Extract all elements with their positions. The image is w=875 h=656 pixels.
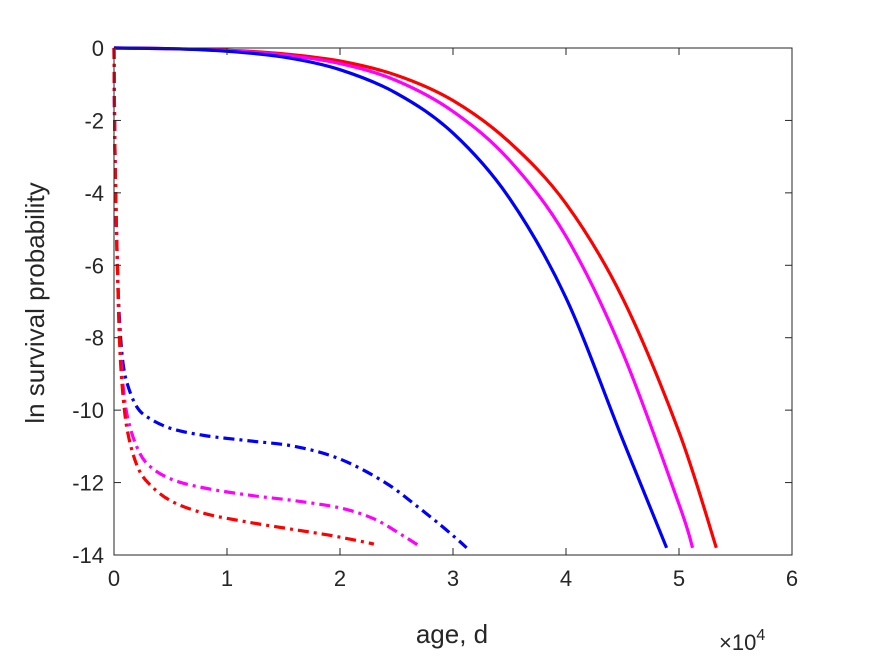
x-tick-label: 4 <box>560 566 572 591</box>
y-tick-label: -4 <box>84 181 104 206</box>
y-tick-label: -8 <box>84 326 104 351</box>
y-axis-label: ln survival probability <box>20 182 50 423</box>
x-tick-label: 1 <box>221 566 233 591</box>
y-tick-label: -10 <box>72 398 104 423</box>
series-line-dashdot-5 <box>112 47 375 546</box>
x-axis-exponent-base: ×10 <box>719 630 756 655</box>
y-tick-label: 0 <box>92 36 104 61</box>
x-axis-exponent-power: 4 <box>756 627 765 644</box>
y-tick-label: -6 <box>84 253 104 278</box>
y-tick-label: -12 <box>72 471 104 496</box>
y-tick-label: -2 <box>84 108 104 133</box>
x-tick-label: 3 <box>447 566 459 591</box>
x-axis-label: age, d <box>416 619 488 649</box>
x-tick-label: 5 <box>673 566 685 591</box>
x-tick-label: 0 <box>108 566 120 591</box>
series-line-dashdot-3 <box>112 47 468 549</box>
ticks-layer <box>113 47 793 556</box>
x-axis-exponent-label: ×104 <box>719 627 765 655</box>
x-tick-label: 6 <box>786 566 798 591</box>
x-tick-label: 2 <box>334 566 346 591</box>
plot-area <box>114 48 792 555</box>
y-tick-label: -14 <box>72 543 104 568</box>
series-line-dashdot-4 <box>112 47 420 548</box>
tick-labels-layer: 0 1 2 3 4 5 6 0 -2 -4 -6 -8 -10 -12 -14 <box>72 36 798 591</box>
